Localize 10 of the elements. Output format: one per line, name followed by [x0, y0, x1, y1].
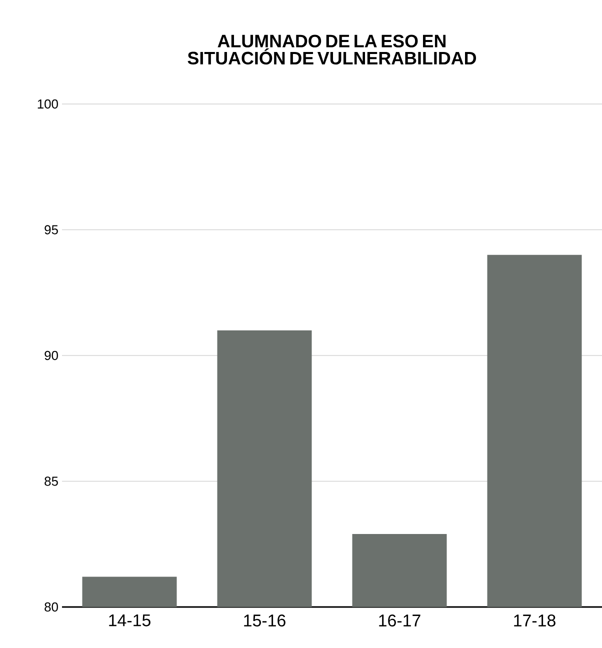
- y-tick-label: 90: [44, 350, 58, 360]
- y-tick-label: 85: [44, 476, 58, 486]
- x-tick-label: 15-16: [244, 614, 286, 627]
- y-tick-label: 100: [38, 99, 58, 109]
- y-tick-label: 80: [44, 602, 58, 612]
- x-tick-label: 14-15: [109, 614, 150, 626]
- x-tick-label: 16-17: [379, 614, 420, 627]
- chart-title: ALUMNADO DE LA ESO EN SITUACIÓN DE VULNERABILIDAD: [188, 34, 476, 64]
- y-tick-label: 95: [44, 225, 58, 234]
- x-tick-label: 17-18: [514, 614, 556, 627]
